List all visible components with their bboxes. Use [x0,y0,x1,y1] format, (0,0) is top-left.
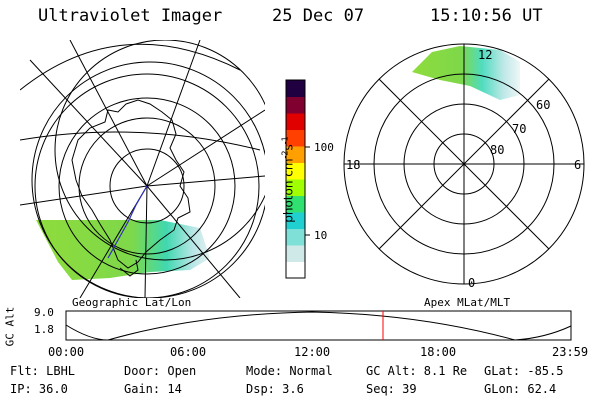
timeline-x-tick-2: 12:00 [294,345,331,359]
mlt-label-right: 6 [574,158,582,172]
mlt-label-left: 18 [346,158,361,172]
geographic-map [20,40,265,298]
mlt-label-bottom: 0 [468,276,476,290]
colorbar-cell [286,195,305,213]
colorbar-cell [286,96,305,114]
instrument-title: Ultraviolet Imager [38,6,223,26]
timeline-x-tick-4: 23:59 [552,345,589,359]
info-glon: GLon: 62.4 [484,382,557,396]
mlt-label-top: 12 [478,48,493,62]
colorbar-tick-10: 10 [314,229,328,242]
timeline-x-tick-1: 06:00 [170,345,207,359]
altitude-timeline [65,310,572,341]
colorbar-tick-100: 100 [314,141,334,154]
info-dsp: Dsp: 3.6 [246,382,304,396]
magnetic-grid [343,43,585,285]
timeline-y-tick-min: 1.8 [34,323,54,336]
coastline-peninsula [119,259,139,277]
colorbar [285,79,310,279]
colorbar-unit-label: photon cm-2s-1 [280,136,296,223]
info-gc-alt: GC Alt: 8.1 Re [366,364,468,378]
mlat-label-80: 80 [490,143,505,157]
colorbar-cell [286,162,305,180]
mlat-label-60: 60 [536,98,551,112]
magnetic-caption: Apex MLat/MLT [424,296,511,309]
coastline [71,99,191,269]
timeline-x-tick-0: 00:00 [48,345,85,359]
geographic-grid [20,40,265,298]
colorbar-cell [286,113,305,130]
magnetic-aurora-band [412,46,520,100]
altitude-curve [65,311,572,341]
terminator-line [107,185,148,259]
colorbar-cell [286,245,305,262]
timeline-x-tick-3: 18:00 [420,345,457,359]
timeline-y-tick-max: 9.0 [34,306,54,319]
colorbar-cell [286,179,305,196]
image-time: 15:10:56 UT [430,6,543,26]
timeline-y-label: GC Alt [3,306,17,347]
colorbar-cell [286,80,305,97]
colorbar-cell [286,261,305,279]
info-mode: Mode: Normal [246,364,333,378]
info-seq: Seq: 39 [366,382,417,396]
colorbar-cell [286,228,305,246]
info-gain: Gain: 14 [124,382,182,396]
colorbar-cell [286,129,305,147]
info-flt: Flt: LBHL [10,364,76,378]
info-door: Door: Open [124,364,197,378]
magnetic-map [343,43,585,285]
geographic-caption: Geographic Lat/Lon [72,296,192,309]
colorbar-cell [286,212,305,229]
info-glat: GLat: -85.5 [484,364,564,378]
info-ip: IP: 36.0 [10,382,68,396]
colorbar-cell [286,146,305,163]
image-date: 25 Dec 07 [272,6,365,26]
mlat-label-70: 70 [512,122,527,136]
